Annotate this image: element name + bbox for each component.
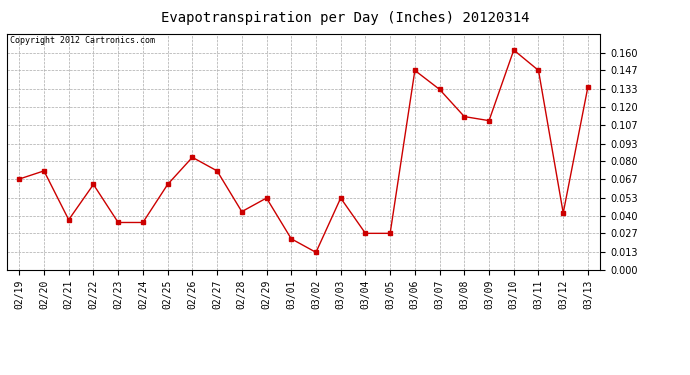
Text: Copyright 2012 Cartronics.com: Copyright 2012 Cartronics.com: [10, 36, 155, 45]
Text: Evapotranspiration per Day (Inches) 20120314: Evapotranspiration per Day (Inches) 2012…: [161, 11, 529, 25]
